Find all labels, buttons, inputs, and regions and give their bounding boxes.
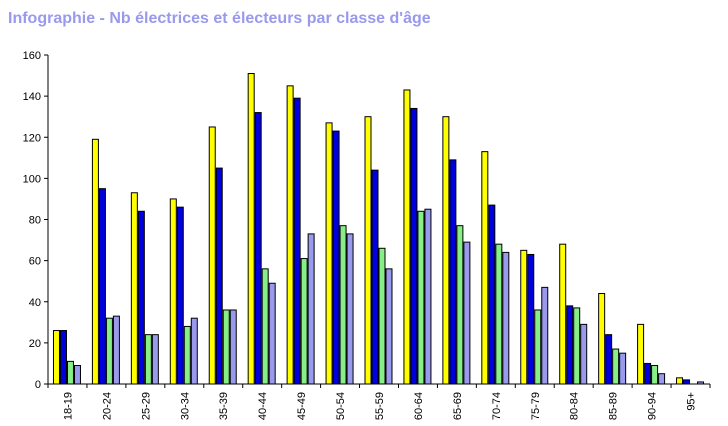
bar (346, 233, 354, 385)
bar (644, 362, 652, 385)
bar (417, 210, 425, 385)
bar (144, 334, 152, 385)
bar (247, 73, 255, 385)
x-tick-label: 90-94 (647, 392, 659, 420)
bar (637, 323, 645, 385)
bar (169, 198, 177, 385)
y-tick-label: 80 (29, 215, 41, 227)
bar (598, 293, 606, 385)
bar (91, 138, 99, 385)
bar (183, 325, 191, 385)
y-tick-label: 20 (29, 338, 41, 350)
y-tick-label: 100 (23, 173, 41, 185)
bar (130, 192, 138, 385)
x-tick-label: 25-29 (140, 392, 152, 420)
bar (215, 167, 223, 385)
bar (66, 360, 74, 385)
x-tick-label: 70-74 (491, 392, 503, 420)
bar (371, 169, 379, 385)
bar (559, 243, 567, 385)
bar (176, 206, 184, 385)
bar (385, 268, 393, 385)
bar (502, 251, 510, 385)
bar (612, 348, 620, 385)
bar (300, 258, 308, 385)
bar (580, 323, 588, 385)
x-tick-label: 65-69 (452, 392, 464, 420)
bar (534, 309, 542, 385)
x-tick-label: 60-64 (413, 392, 425, 420)
bar (488, 204, 496, 385)
bar (683, 379, 691, 385)
bar (254, 112, 262, 385)
bar (52, 330, 60, 385)
bar (456, 225, 464, 385)
bar (307, 233, 315, 385)
x-tick-label: 20-24 (101, 392, 113, 420)
bar (190, 317, 198, 385)
bar (222, 309, 230, 385)
bar (137, 210, 145, 385)
bar (268, 282, 276, 385)
bar (325, 122, 333, 385)
bar (229, 309, 237, 385)
bar (98, 188, 106, 385)
bar (403, 89, 411, 385)
bar (449, 159, 457, 385)
bar (619, 352, 627, 385)
x-tick-label: 18-19 (62, 392, 74, 420)
y-tick-label: 0 (35, 379, 41, 391)
bar (481, 151, 489, 385)
bars (52, 73, 705, 385)
y-tick-label: 60 (29, 256, 41, 268)
x-tick-label: 35-39 (218, 392, 230, 420)
bar (573, 307, 581, 385)
bar (527, 253, 535, 385)
bar (676, 377, 684, 385)
bar (442, 116, 450, 385)
bar (332, 130, 340, 385)
x-tick-label: 30-34 (179, 392, 191, 420)
bar (658, 373, 666, 385)
x-tick-label: 50-54 (335, 392, 347, 420)
bar (339, 225, 347, 385)
bar (463, 241, 471, 385)
bar (520, 249, 528, 385)
x-axis-ticks: 18-19 20-24 25-29 30-34 35-39 40-44 45-49 50-54… (47, 384, 711, 420)
bar (424, 208, 432, 385)
x-tick-label: 80-84 (569, 392, 581, 420)
bar (651, 364, 659, 385)
bar (410, 107, 418, 385)
bar (208, 126, 216, 385)
bar (59, 330, 67, 385)
bar (566, 305, 574, 385)
bar (105, 317, 113, 385)
chart-title: Infographie - Nb électrices et électeurs… (8, 10, 431, 27)
bar (293, 97, 301, 385)
x-tick-label: 40-44 (257, 392, 269, 420)
bar (378, 247, 386, 385)
y-axis-ticks: 0 20 40 60 80 100 120 140 160 (23, 50, 48, 391)
bar (151, 334, 159, 385)
x-tick-label: 45-49 (296, 392, 308, 420)
y-tick-label: 120 (23, 132, 41, 144)
bar (541, 286, 549, 385)
bar (73, 364, 81, 385)
bar (605, 334, 613, 385)
bar (286, 85, 294, 385)
bar (112, 315, 120, 385)
x-tick-label: 75-79 (530, 392, 542, 420)
y-tick-label: 160 (23, 50, 41, 62)
bar (495, 243, 503, 385)
bar (364, 116, 372, 385)
x-tick-label: 95+ (686, 392, 698, 411)
x-tick-label: 85-89 (608, 392, 620, 420)
y-tick-label: 140 (23, 91, 41, 103)
x-tick-label: 55-59 (374, 392, 386, 420)
bar (261, 268, 269, 385)
y-tick-label: 40 (29, 297, 41, 309)
